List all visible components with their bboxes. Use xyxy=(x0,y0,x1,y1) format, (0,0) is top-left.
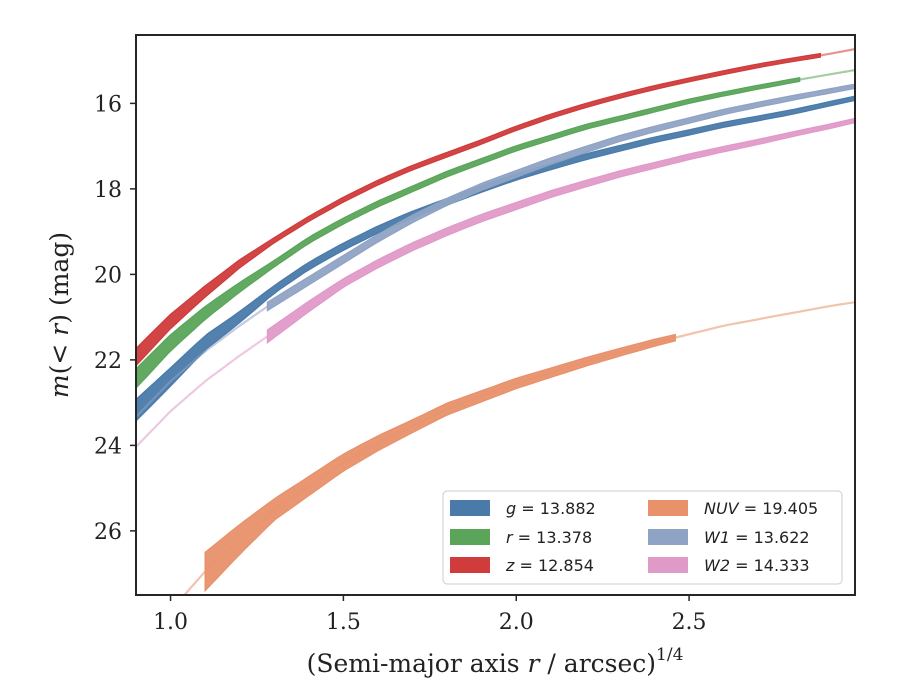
legend-swatch xyxy=(450,557,490,573)
series-g-band xyxy=(136,95,855,422)
legend-item-w2: W2 = 14.333 xyxy=(648,556,810,575)
series-r xyxy=(136,69,855,389)
legend-item-z: z = 12.854 xyxy=(450,556,594,575)
legend-item-r: r = 13.378 xyxy=(450,528,592,547)
series-z-band xyxy=(136,52,821,367)
legend-item-nuv: NUV = 19.405 xyxy=(648,499,818,518)
legend-label: g = 13.882 xyxy=(506,499,596,518)
legend-box xyxy=(442,490,843,585)
legend-label: NUV = 19.405 xyxy=(704,499,818,518)
series-layer xyxy=(136,48,855,595)
x-tick-label: 1.0 xyxy=(153,610,188,635)
series-r-extrapolation-line xyxy=(799,69,855,81)
y-tick-label: 18 xyxy=(94,178,122,203)
legend-label: W2 = 14.333 xyxy=(704,556,810,575)
y-tick-label: 20 xyxy=(94,263,122,288)
y-tick-label: 16 xyxy=(94,92,122,117)
x-tick-label: 1.5 xyxy=(326,610,361,635)
y-axis: 16 18 20 22 24 26 xyxy=(94,92,136,545)
series-nuv-band xyxy=(204,333,676,593)
series-r-band xyxy=(136,76,801,389)
x-tick-label: 2.5 xyxy=(672,610,707,635)
series-w1-extrapolation-line xyxy=(136,305,269,418)
legend-swatch xyxy=(648,500,688,516)
legend-swatch xyxy=(450,500,490,516)
legend-swatch xyxy=(648,529,688,545)
legend-item-g: g = 13.882 xyxy=(450,499,596,518)
y-tick-label: 24 xyxy=(94,434,122,459)
y-axis-label: m(< r) (mag) xyxy=(45,232,74,398)
series-w1 xyxy=(136,83,855,418)
x-tick-label: 2.0 xyxy=(499,610,534,635)
x-axis: 1.0 1.5 2.0 2.5 xyxy=(153,595,707,635)
legend-swatch xyxy=(450,529,490,545)
series-g xyxy=(136,95,855,422)
plot-frame xyxy=(135,34,856,596)
legend-label: z = 12.854 xyxy=(505,556,594,575)
x-axis-label: (Semi-major axis r / arcsec)1/4 xyxy=(307,645,684,678)
y-tick-label: 26 xyxy=(94,520,122,545)
series-nuv xyxy=(182,301,855,595)
series-z-extrapolation-line xyxy=(820,48,855,57)
series-w1-band xyxy=(266,83,855,312)
y-tick-label: 22 xyxy=(94,349,122,374)
series-w2-band xyxy=(266,117,855,345)
legend-label: r = 13.378 xyxy=(506,528,592,547)
series-w2 xyxy=(136,117,855,448)
legend-swatch xyxy=(648,557,688,573)
series-z xyxy=(136,48,855,367)
series-w2-extrapolation-line xyxy=(136,335,269,448)
legend: g = 13.882 NUV = 19.405 r = 13.378 W1 = 13.… xyxy=(442,490,843,585)
legend-label: W1 = 13.622 xyxy=(704,528,810,547)
legend-item-w1: W1 = 13.622 xyxy=(648,528,810,547)
